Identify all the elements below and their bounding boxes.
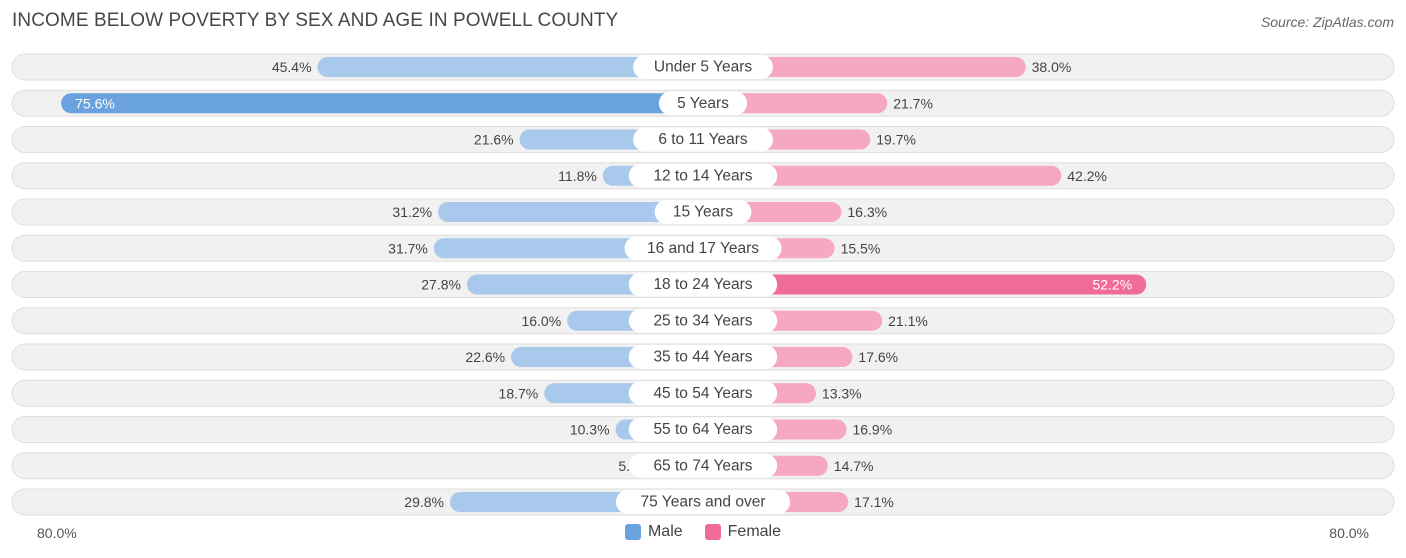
category-label: Under 5 Years <box>654 59 752 76</box>
female-value-label: 15.5% <box>841 240 881 256</box>
female-value-label: 42.2% <box>1067 168 1107 184</box>
male-bar <box>317 57 703 77</box>
female-bar <box>703 165 1062 186</box>
female-value-label: 52.2% <box>1092 277 1132 293</box>
category-pill <box>615 490 791 514</box>
category-pill <box>628 163 778 188</box>
category-pill <box>633 127 773 152</box>
category-pill <box>658 91 748 116</box>
female-value-label: 16.3% <box>847 204 887 220</box>
category-label: 25 to 34 Years <box>653 312 752 329</box>
category-label: 12 to 14 Years <box>653 167 752 184</box>
female-value-label: 16.9% <box>852 422 892 438</box>
female-bar <box>703 274 1147 295</box>
male-value-label: 18.7% <box>499 385 539 401</box>
male-value-label: 22.6% <box>465 349 505 365</box>
source-note: Source: ZipAtlas.com <box>1260 14 1394 30</box>
female-value-label: 19.7% <box>876 132 916 148</box>
male-value-label: 31.2% <box>392 204 432 220</box>
chart-title: INCOME BELOW POVERTY BY SEX AND AGE IN P… <box>12 10 619 31</box>
male-value-label: 29.8% <box>404 494 444 510</box>
female-value-label: 17.6% <box>858 349 898 365</box>
female-value-label: 17.1% <box>854 494 894 510</box>
category-label: 6 to 11 Years <box>658 131 748 148</box>
category-label: 65 to 74 Years <box>653 457 752 474</box>
category-label: 15 Years <box>673 204 734 221</box>
category-pill <box>633 55 773 79</box>
male-value-label: 21.6% <box>474 132 514 148</box>
male-value-label: 10.3% <box>570 422 610 438</box>
category-pill <box>628 453 778 478</box>
category-label: 5 Years <box>677 95 729 112</box>
female-value-label: 14.7% <box>834 458 874 474</box>
axis-right-label: 80.0% <box>1329 525 1369 541</box>
female-value-label: 38.0% <box>1032 59 1072 75</box>
female-swatch <box>704 524 721 540</box>
male-bar <box>438 202 703 222</box>
category-pill <box>624 236 782 261</box>
legend: Male Female <box>0 523 1406 541</box>
legend-female-label: Female <box>727 523 782 540</box>
male-value-label: 27.8% <box>421 277 461 293</box>
female-bar <box>703 93 888 114</box>
category-pill <box>628 308 778 333</box>
category-label: 18 to 24 Years <box>653 276 752 293</box>
category-label: 45 to 54 Years <box>653 385 752 402</box>
category-pill <box>628 381 778 406</box>
male-value-label: 16.0% <box>521 313 561 329</box>
legend-male[interactable]: Male <box>624 523 683 541</box>
female-bar <box>703 57 1026 77</box>
female-value-label: 21.1% <box>888 313 928 329</box>
male-bar <box>61 93 703 114</box>
female-value-label: 13.3% <box>822 385 862 401</box>
category-label: 55 to 64 Years <box>653 421 752 438</box>
male-swatch <box>624 524 641 540</box>
category-label: 35 to 44 Years <box>653 349 752 366</box>
category-label: 16 and 17 Years <box>647 240 759 257</box>
category-label: 75 Years and over <box>641 494 766 511</box>
legend-female[interactable]: Female <box>704 523 782 541</box>
axis-left-label: 80.0% <box>37 525 77 541</box>
category-pill <box>628 417 778 442</box>
male-value-label: 11.8% <box>558 168 597 184</box>
legend-male-label: Male <box>647 523 683 540</box>
male-value-label: 45.4% <box>272 59 312 75</box>
category-pill <box>628 272 778 297</box>
male-value-label: 75.6% <box>75 95 115 111</box>
chart-svg: 45.4% 38.0% Under 5 Years 75.6% 21.7% 5 Years… <box>11 53 1395 516</box>
category-pill <box>654 200 752 224</box>
male-value-label: 31.7% <box>388 240 428 256</box>
female-value-label: 21.7% <box>893 95 933 111</box>
category-pill <box>628 345 778 369</box>
